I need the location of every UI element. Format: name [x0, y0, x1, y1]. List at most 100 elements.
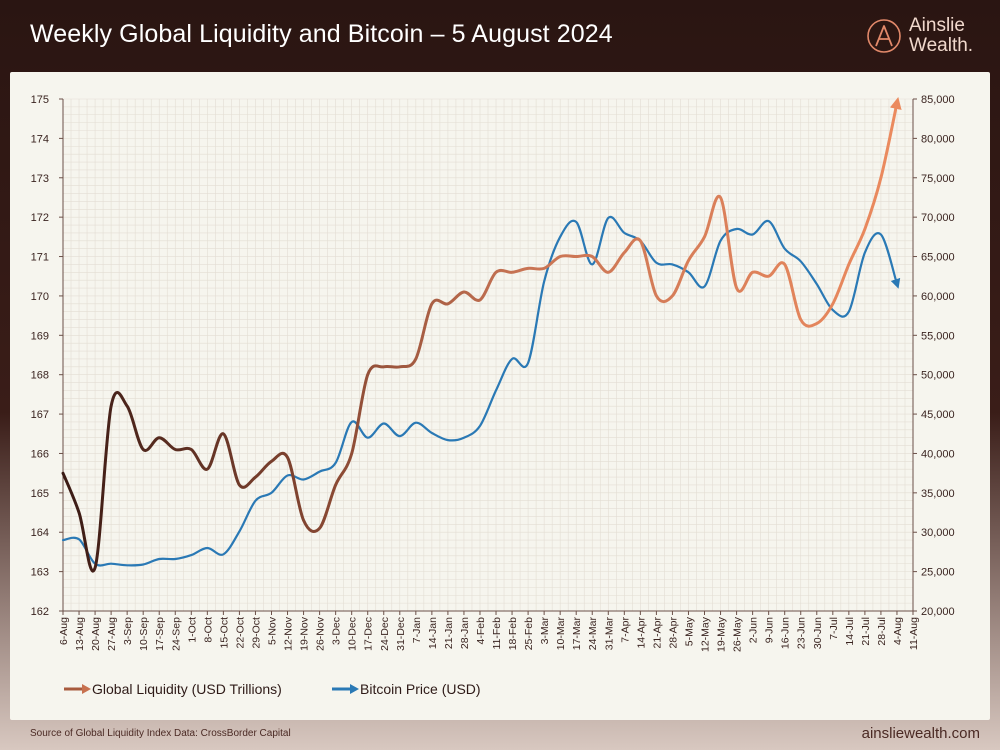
ainslie-logo: Ainslie Wealth. [866, 14, 976, 60]
right-tick-label: 55,000 [921, 330, 955, 342]
x-tick-label: 6-Aug [58, 617, 70, 645]
legend-liquidity-label: Global Liquidity (USD Trillions) [92, 681, 282, 697]
x-tick-label: 31-Dec [395, 617, 407, 651]
x-tick-label: 29-Oct [250, 617, 262, 649]
right-tick-label: 70,000 [921, 212, 955, 224]
global-liquidity-line [61, 97, 902, 573]
x-tick-label: 7-Apr [619, 617, 631, 643]
x-tick-label: 5-Nov [266, 616, 278, 645]
x-tick-label: 24-Mar [587, 617, 599, 651]
logo-line-1: Ainslie [909, 15, 965, 36]
x-tick-label: 21-Apr [651, 616, 663, 648]
website-link[interactable]: ainsliewealth.com [861, 725, 980, 742]
liquidity-bitcoin-chart: 175 174 173 172 171 170 169 168 167 166 165 164 163 1… [31, 94, 955, 652]
x-tick-label: 16-Jun [780, 617, 792, 649]
x-tick-label: 23-Jun [796, 617, 808, 649]
left-tick-label: 166 [31, 448, 49, 460]
legend-bitcoin-label: Bitcoin Price (USD) [360, 681, 481, 697]
x-tick-label: 7-Jan [411, 617, 423, 643]
x-tick-label: 22-Oct [234, 617, 246, 649]
left-tick-label: 163 [31, 567, 49, 579]
x-tick-label: 24-Dec [379, 617, 391, 651]
left-tick-label: 164 [31, 527, 49, 539]
x-tick-label: 19-Nov [299, 616, 311, 651]
x-tick-label: 9-Jun [764, 617, 776, 643]
source-note: Source of Global Liquidity Index Data: C… [30, 728, 291, 739]
x-tick-label: 15-Oct [218, 617, 230, 649]
x-tick-label: 5-May [683, 616, 695, 646]
x-tick-label: 24-Sep [170, 617, 182, 651]
x-tick-label: 13-Aug [74, 617, 86, 651]
left-tick-label: 168 [31, 370, 49, 382]
x-tick-label: 21-Jan [443, 617, 455, 649]
logo-line-2: Wealth. [909, 35, 974, 56]
x-tick-label: 14-Jan [427, 617, 439, 649]
header-bar: Weekly Global Liquidity and Bitcoin – 5 … [0, 0, 1000, 72]
logo-wordmark: Ainslie Wealth. [909, 16, 973, 56]
left-tick-label: 169 [31, 330, 49, 342]
x-tick-label: 10-Sep [138, 617, 150, 651]
left-tick-label: 167 [31, 409, 49, 421]
x-tick-label: 21-Jul [860, 617, 872, 646]
x-tick-label: 4-Aug [892, 617, 904, 645]
x-tick-label: 25-Feb [523, 617, 535, 650]
left-tick-label: 162 [31, 606, 49, 618]
bitcoin-price-line [61, 215, 901, 567]
x-tick-label: 12-May [700, 616, 712, 652]
legend-liquidity: Global Liquidity (USD Trillions) [62, 681, 282, 697]
right-tick-label: 50,000 [921, 370, 955, 382]
x-tick-label: 14-Apr [635, 616, 647, 648]
left-tick-label: 174 [31, 133, 49, 145]
left-tick-label: 175 [31, 94, 49, 106]
x-tick-label: 28-Apr [667, 616, 679, 648]
right-tick-label: 35,000 [921, 488, 955, 500]
left-tick-label: 172 [31, 212, 49, 224]
x-tick-label: 11-Aug [908, 617, 920, 650]
x-tick-label: 3-Sep [122, 617, 134, 645]
chart-series [61, 97, 902, 573]
x-tick-label: 11-Feb [491, 617, 503, 650]
right-tick-label: 20,000 [921, 606, 955, 618]
x-tick-label: 3-Dec [331, 617, 343, 645]
bitcoin-legend-arrow-icon [332, 684, 359, 694]
right-tick-label: 75,000 [921, 173, 955, 185]
left-tick-label: 173 [31, 173, 49, 185]
x-tick-label: 1-Oct [186, 617, 198, 643]
chart-grid [62, 98, 914, 612]
x-tick-label: 26-May [732, 616, 744, 652]
x-tick-label: 28-Jul [876, 617, 888, 646]
right-tick-label: 60,000 [921, 291, 955, 303]
x-tick-label: 7-Jul [828, 617, 840, 640]
x-tick-label: 10-Mar [555, 617, 567, 651]
x-tick-label: 17-Dec [363, 617, 375, 651]
right-tick-label: 45,000 [921, 409, 955, 421]
x-tick-label: 30-Jun [812, 617, 824, 649]
x-tick-label: 26-Nov [315, 616, 327, 651]
right-tick-label: 25,000 [921, 567, 955, 579]
right-tick-label: 80,000 [921, 133, 955, 145]
x-tick-label: 14-Jul [844, 617, 856, 646]
x-tick-label: 8-Oct [202, 617, 214, 643]
x-tick-label: 17-Mar [571, 617, 583, 651]
chart-axes: 175 174 173 172 171 170 169 168 167 166 165 164 163 1… [31, 94, 955, 652]
x-tick-label: 4-Feb [475, 617, 487, 645]
x-tick-label: 20-Aug [90, 617, 102, 651]
x-tick-label: 10-Dec [347, 617, 359, 651]
right-tick-label: 40,000 [921, 448, 955, 460]
x-tick-label: 27-Aug [106, 617, 118, 651]
x-tick-label: 12-Nov [283, 616, 295, 651]
x-tick-label: 28-Jan [459, 617, 471, 649]
chart-panel [10, 72, 990, 720]
ainslie-a-icon [867, 19, 901, 53]
x-tick-label: 17-Sep [154, 617, 166, 651]
legend-bitcoin: Bitcoin Price (USD) [330, 681, 481, 697]
left-tick-label: 170 [31, 291, 49, 303]
left-tick-label: 165 [31, 488, 49, 500]
right-tick-label: 30,000 [921, 527, 955, 539]
x-tick-label: 31-Mar [603, 617, 615, 651]
right-tick-label: 85,000 [921, 94, 955, 106]
x-tick-label: 3-Mar [539, 616, 551, 644]
x-tick-label: 19-May [716, 616, 728, 652]
right-tick-label: 65,000 [921, 252, 955, 264]
x-tick-label: 2-Jun [748, 617, 760, 643]
